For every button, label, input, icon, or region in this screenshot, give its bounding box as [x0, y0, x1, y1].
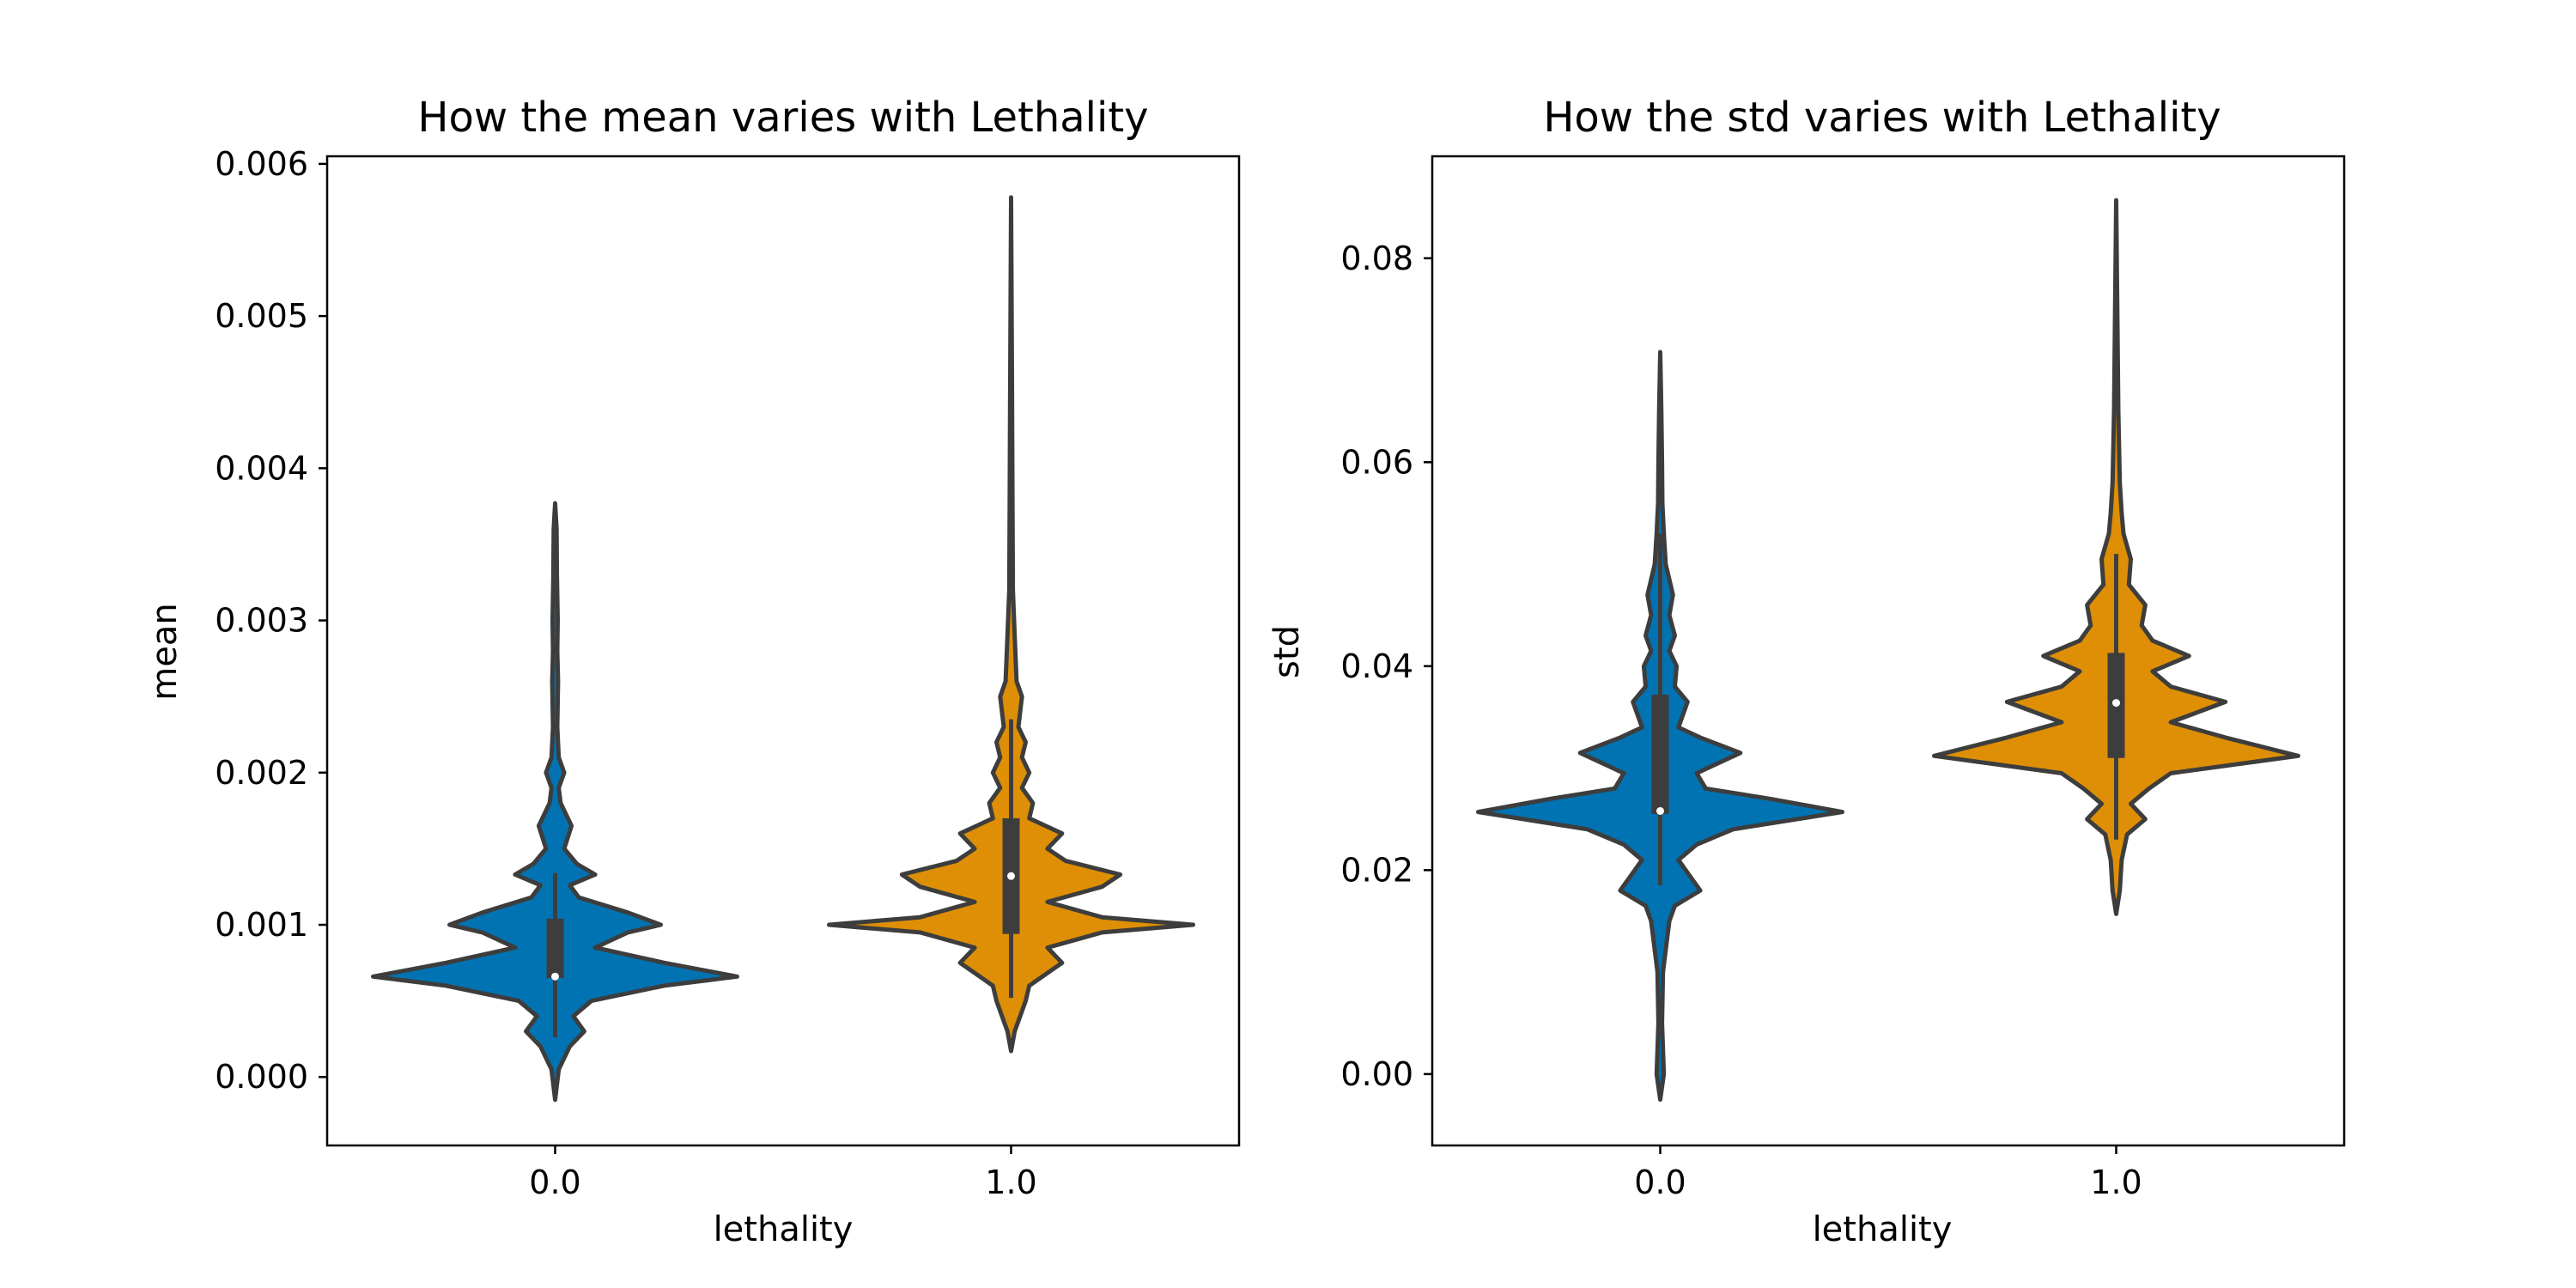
y-tick-label: 0.001 [215, 906, 308, 944]
std-plot-area: 0.00 0.02 0.04 0.06 0.08 0.0 1.0 [1340, 155, 2346, 1201]
violin-median-0.0 [1656, 806, 1664, 815]
std-panel: How the std varies with Lethality 0.000.… [1267, 94, 2346, 1249]
y-tick-label: 0.06 [1340, 443, 1413, 481]
x-tick-label: 0.0 [1634, 1163, 1686, 1201]
y-tick-label: 0.003 [215, 602, 308, 640]
axes-frame [1431, 155, 2346, 1147]
std-x-axis-label: lethality [1813, 1210, 1953, 1249]
violin-iqr-box-0.0 [1651, 695, 1669, 815]
x-tick-label: 0.0 [529, 1163, 580, 1201]
y-tick-label: 0.006 [215, 145, 308, 183]
mean-panel-title: How the mean varies with Lethality [417, 94, 1148, 142]
y-tick-label: 0.02 [1340, 851, 1413, 889]
violin-median-1.0 [1007, 872, 1015, 880]
y-tick-label: 0.04 [1340, 647, 1413, 685]
violin-body-0.0 [371, 501, 739, 1103]
violin-iqr-box-0.0 [546, 918, 564, 979]
violin-median-0.0 [551, 972, 559, 981]
mean-plot-area: 0.000 0.001 0.002 0.003 0.004 0.005 0.006 0.0 1.… [215, 145, 1241, 1201]
axes-frame [325, 155, 1241, 1147]
std-panel-title: How the std varies with Lethality [1543, 94, 2221, 142]
y-tick-label: 0.000 [215, 1058, 308, 1096]
mean-panel: How the mean varies with Lethality 0.000… [145, 94, 1241, 1249]
y-tick-label: 0.004 [215, 449, 308, 487]
y-tick-label: 0.005 [215, 297, 308, 335]
violin-body-1.0 [827, 195, 1195, 1054]
y-tick-label: 0.00 [1340, 1055, 1413, 1093]
mean-y-axis-label: mean [145, 603, 185, 700]
y-tick-label: 0.002 [215, 754, 308, 792]
mean-x-axis-label: lethality [714, 1210, 854, 1249]
x-tick-label: 1.0 [985, 1163, 1036, 1201]
std-y-axis-label: std [1267, 625, 1307, 678]
y-tick-label: 0.08 [1340, 240, 1413, 277]
x-tick-label: 1.0 [2090, 1163, 2142, 1201]
violin-median-1.0 [2112, 699, 2120, 708]
